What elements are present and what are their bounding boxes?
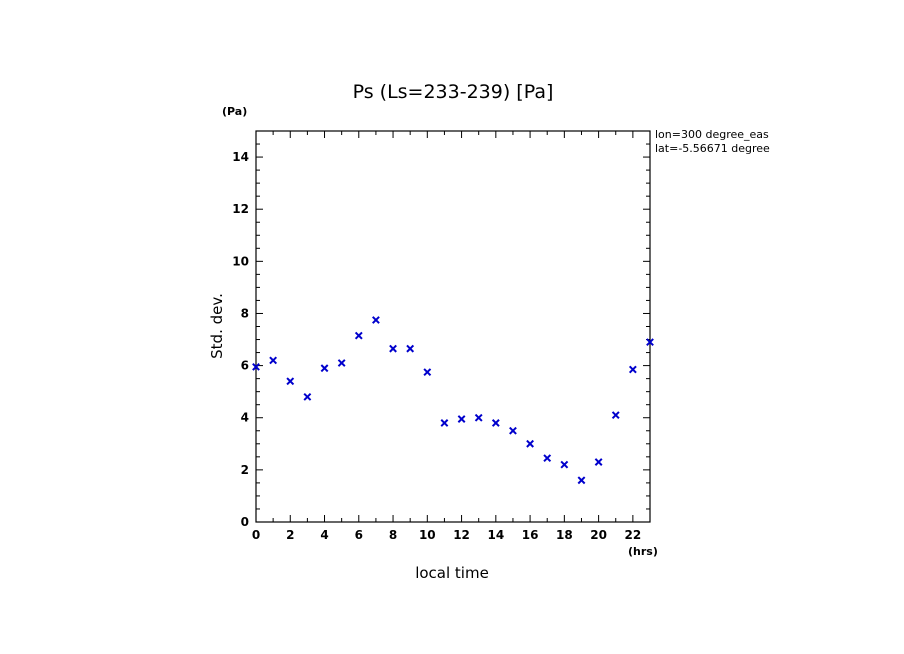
x-unit-label: (hrs)	[628, 545, 658, 558]
data-point-stroke	[406, 344, 415, 353]
data-point-stroke	[372, 316, 380, 324]
x-tick-label: 6	[355, 528, 363, 542]
data-point	[269, 356, 278, 365]
data-point-stroke	[269, 356, 278, 365]
data-point	[560, 460, 569, 469]
data-point-stroke	[389, 344, 397, 353]
data-point-stroke	[543, 454, 552, 463]
data-point	[320, 364, 329, 373]
x-tick-label: 8	[389, 528, 397, 542]
annotation-lat: lat=-5.56671 degree	[655, 142, 770, 155]
data-point	[440, 419, 449, 427]
data-point-stroke	[423, 368, 432, 377]
y-axis-label: Std. dev.	[208, 293, 226, 359]
data-point-stroke	[577, 476, 586, 485]
x-tick-label: 2	[286, 528, 294, 542]
data-point-stroke	[560, 460, 569, 469]
data-point-stroke	[646, 338, 654, 347]
data-point-stroke	[474, 413, 483, 422]
y-tick-label: 2	[241, 463, 249, 477]
data-point	[372, 316, 380, 324]
data-point	[543, 454, 552, 463]
data-point-stroke	[252, 362, 260, 371]
data-point	[646, 338, 654, 347]
x-tick-label: 14	[487, 528, 504, 542]
data-point	[628, 365, 637, 374]
data-point	[474, 413, 483, 422]
tick-labels: 0 2 4 6 8 10 12 14 16 18 20 22 0 2 4 6 8 10 12 14	[232, 150, 641, 542]
x-tick-label: 0	[252, 528, 260, 542]
data-point-stroke	[509, 426, 517, 435]
y-tick-label: 6	[241, 359, 249, 373]
data-point	[252, 362, 260, 371]
y-tick-label: 0	[241, 515, 249, 529]
data-point	[526, 439, 534, 448]
y-tick-label: 12	[232, 202, 249, 216]
data-point-stroke	[594, 458, 603, 466]
data-point-stroke	[320, 364, 329, 373]
data-point	[594, 458, 603, 466]
data-point	[354, 331, 363, 340]
data-point	[286, 377, 295, 386]
data-point	[509, 426, 517, 435]
data-point	[491, 419, 500, 427]
data-point-stroke	[457, 415, 466, 423]
annotation-lon: lon=300 degree_eas	[655, 128, 769, 141]
y-unit-label: (Pa)	[222, 105, 247, 118]
x-tick-label: 22	[625, 528, 642, 542]
data-point-stroke	[491, 419, 500, 427]
data-point-stroke	[611, 411, 620, 420]
data-point-stroke	[440, 419, 449, 427]
x-tick-label: 12	[453, 528, 470, 542]
plot-frame	[255, 130, 651, 523]
data-point-stroke	[354, 331, 363, 340]
data-point	[389, 344, 397, 353]
x-tick-label: 16	[522, 528, 539, 542]
data-point-stroke	[628, 365, 637, 374]
data-point	[577, 476, 586, 485]
x-axis-label: local time	[415, 564, 489, 582]
data-point-stroke	[303, 392, 312, 401]
data-point-stroke	[526, 439, 534, 448]
x-tick-label: 4	[320, 528, 328, 542]
data-point	[611, 411, 620, 420]
data-point	[457, 415, 466, 423]
data-point-stroke	[337, 359, 346, 367]
data-point	[406, 344, 415, 353]
y-tick-label: 8	[241, 306, 249, 320]
y-tick-label: 4	[241, 411, 249, 425]
y-tick-label: 14	[232, 150, 249, 164]
x-tick-label: 18	[556, 528, 573, 542]
data-point	[337, 359, 346, 367]
data-point-stroke	[286, 377, 295, 386]
tick-marks	[255, 130, 651, 523]
y-tick-label: 10	[232, 254, 249, 268]
data-point	[303, 392, 312, 401]
data-points	[252, 316, 654, 485]
chart-title: Ps (Ls=233-239) [Pa]	[353, 81, 554, 103]
x-tick-label: 10	[419, 528, 436, 542]
x-tick-label: 20	[590, 528, 607, 542]
data-point	[423, 368, 432, 377]
